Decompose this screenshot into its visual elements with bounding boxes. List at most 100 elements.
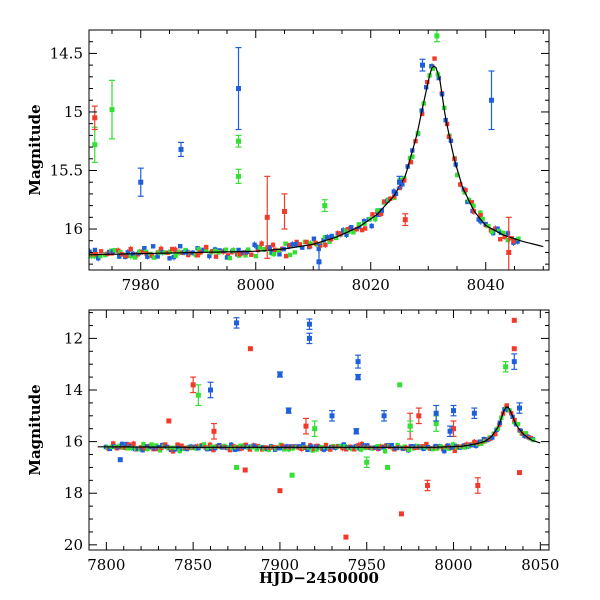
outlier-point [234,464,240,470]
data-point [429,64,434,69]
y-tick-label: 12 [64,329,83,347]
data-point [144,444,150,449]
outlier-point [208,387,214,393]
data-point [167,249,173,254]
data-point [229,442,234,447]
data-point [173,247,178,252]
data-point [287,242,292,248]
outlier-point [402,217,408,223]
data-point [98,249,104,254]
bottom-panel: 7800 7850 7900 7950 8000 8050 12 14 16 18 20 Magni… [26,309,559,587]
data-point [341,228,346,233]
data-point [392,194,397,199]
y-tick-label: 16 [64,220,83,238]
outlier-point [306,321,312,327]
outlier-point [471,410,477,416]
data-point [238,443,243,449]
data-point [345,227,350,232]
outlier-point [329,413,335,419]
outlier-point [92,142,98,148]
data-point [257,245,263,250]
data-point [261,247,266,252]
data-point [471,203,476,208]
data-point [297,242,303,247]
outlier-point [420,62,425,68]
outlier-point [398,511,404,517]
outlier-point [236,138,241,144]
data-point [493,226,498,231]
data-point [305,447,310,453]
data-point [173,253,178,259]
data-point [498,230,504,236]
data-point [175,442,180,447]
outlier-point [312,426,318,432]
top-y-axis-label: Magnitude [26,104,44,195]
data-point [362,226,368,231]
data-point [203,244,209,250]
data-point [307,244,313,249]
data-point [515,421,521,427]
data-point [375,208,380,213]
data-point [323,442,329,448]
data-point [255,247,261,253]
outlier-point [190,382,196,388]
data-point [177,448,182,454]
data-point [227,255,232,261]
data-point [502,234,507,240]
data-point [299,446,304,452]
outlier-point [364,459,370,465]
data-point [142,245,147,251]
data-point [154,443,159,448]
data-point [205,445,210,451]
data-point [317,243,323,248]
data-point [284,444,290,449]
bottom-panel-ticks: 7800 7850 7900 7950 8000 8050 12 14 16 18 20 [64,310,559,574]
x-tick-label: 8050 [521,556,559,574]
y-tick-label: 16 [64,433,83,451]
data-point [452,448,457,454]
data-point [123,445,128,450]
y-tick-label: 20 [64,536,83,554]
outlier-point [511,317,517,323]
data-point [356,443,361,448]
data-point [169,246,175,252]
data-point [493,431,498,437]
data-point [322,234,328,240]
data-point [125,250,130,255]
data-point [287,252,293,258]
data-point [145,446,150,452]
data-point [395,442,400,448]
x-tick-label: 7950 [348,556,386,574]
data-point [455,172,460,178]
data-point [304,239,309,245]
data-point [382,199,387,204]
data-point [432,56,437,61]
data-point [292,250,297,255]
outlier-point [355,359,361,365]
data-point [247,447,253,452]
data-point [128,253,133,259]
x-tick-label: 8040 [467,276,505,294]
outlier-point [353,428,359,434]
top-panel: 7980 8000 8020 8040 14.5 15 15.5 16 Magnitude [26,29,550,294]
data-point [489,229,495,234]
data-point [277,252,282,257]
x-tick-label: 7900 [261,556,299,574]
data-point [112,247,118,253]
outlier-point [211,428,217,434]
data-point [420,444,425,449]
data-point [531,437,536,443]
outlier-point [277,488,283,494]
y-tick-label: 14.5 [50,44,83,62]
data-point [301,442,306,447]
x-tick-label: 7850 [174,556,212,574]
data-point [402,178,407,183]
outlier-point [503,364,509,370]
outlier-point [381,413,387,419]
data-point [393,446,398,451]
x-tick-label: 8000 [237,276,275,294]
data-point [137,249,142,254]
outlier-point [451,426,457,432]
data-point [504,403,509,408]
